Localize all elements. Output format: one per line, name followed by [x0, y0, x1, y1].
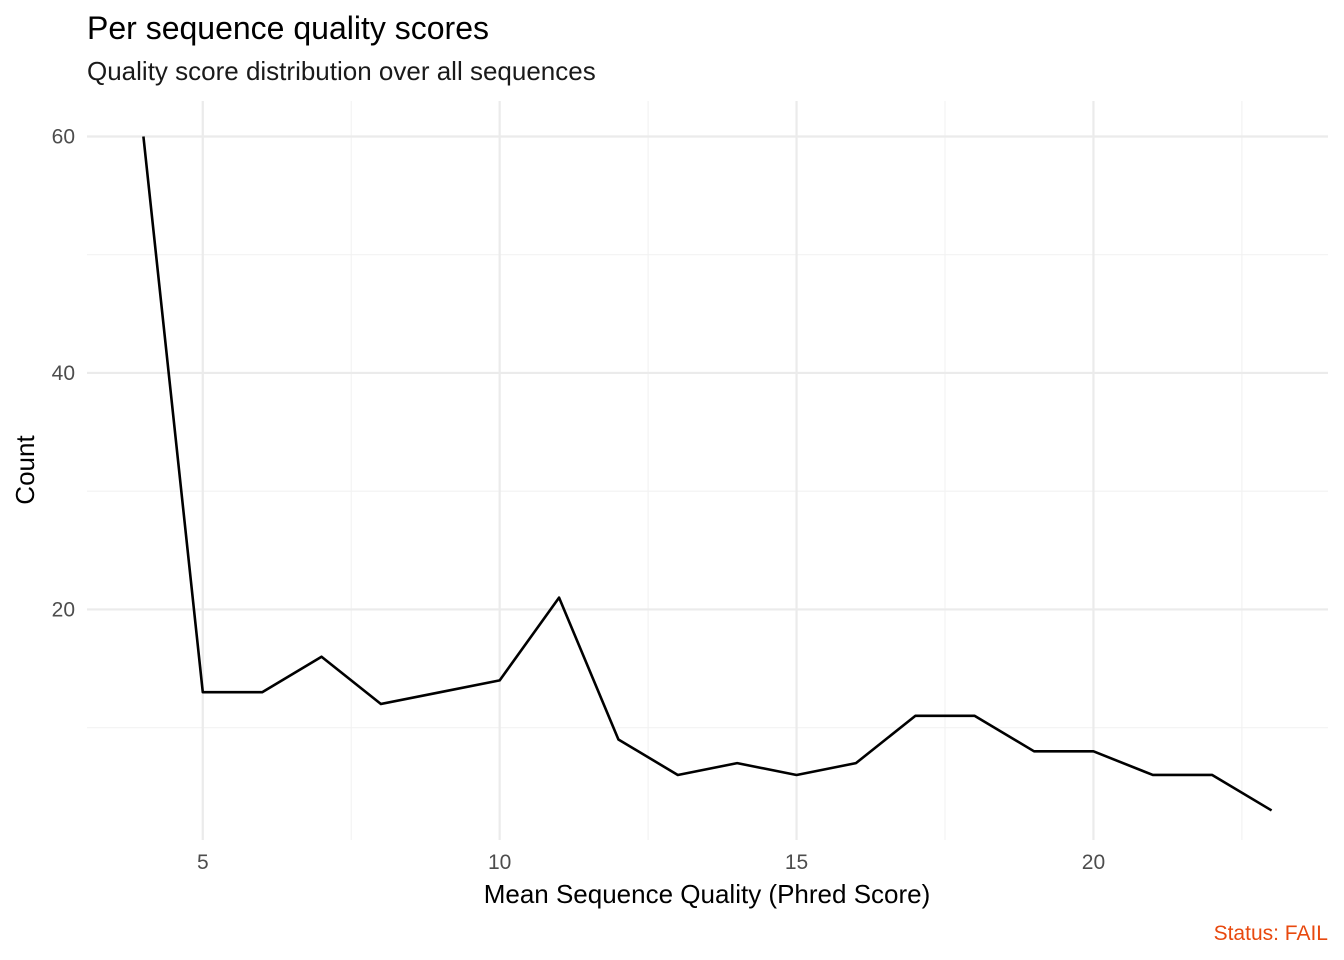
chart-title: Per sequence quality scores — [87, 10, 489, 46]
x-tick-label: 20 — [1082, 851, 1105, 874]
grid — [87, 101, 1328, 840]
x-tick-label: 5 — [197, 851, 209, 874]
y-tick-label: 60 — [52, 125, 75, 148]
series — [142, 136, 1273, 812]
chart-subtitle: Quality score distribution over all sequ… — [87, 56, 596, 86]
y-tick-label: 40 — [52, 362, 75, 385]
tick-labels: 5 10 15 20 20 40 60 — [52, 125, 1105, 874]
y-axis-label: Count — [10, 435, 40, 505]
y-tick-label: 20 — [52, 598, 75, 621]
x-tick-label: 10 — [488, 851, 511, 874]
status-caption: Status: FAIL — [1214, 922, 1328, 945]
x-axis-label: Mean Sequence Quality (Phred Score) — [484, 879, 931, 909]
series-line — [142, 136, 1273, 812]
x-tick-label: 15 — [785, 851, 808, 874]
